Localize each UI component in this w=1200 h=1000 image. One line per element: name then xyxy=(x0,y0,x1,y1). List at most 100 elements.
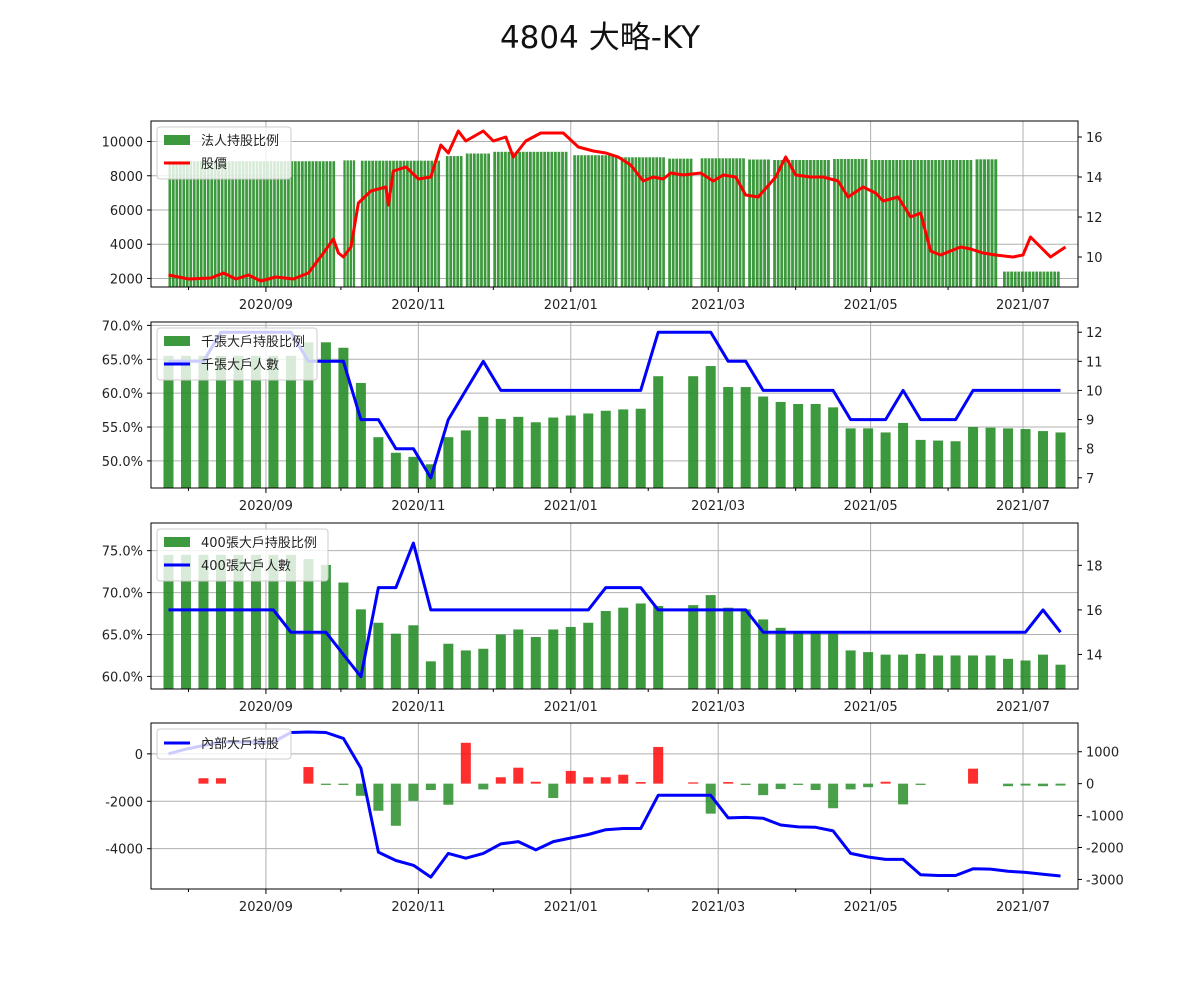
bar xyxy=(478,416,489,488)
bar xyxy=(408,456,419,488)
bar xyxy=(648,157,652,287)
bar xyxy=(600,611,611,689)
bar xyxy=(923,160,927,287)
bar xyxy=(478,783,489,790)
bar xyxy=(748,159,752,287)
left-axis-insider: -4000 -2000 0 xyxy=(105,748,151,858)
bar xyxy=(580,155,583,287)
bar xyxy=(951,160,955,287)
bar xyxy=(513,767,524,784)
bar xyxy=(775,401,786,488)
bar xyxy=(635,603,646,689)
bar xyxy=(686,158,689,287)
bar xyxy=(565,415,576,488)
bar xyxy=(898,783,909,805)
bar xyxy=(840,158,843,287)
bar xyxy=(459,156,463,287)
bar xyxy=(740,609,751,689)
legend-label: 400張大戶持股比例 xyxy=(201,536,317,551)
y-tick-label: -4000 xyxy=(105,843,143,858)
x-tick-label: 2020/09 xyxy=(239,900,293,915)
bar xyxy=(979,159,983,287)
bar xyxy=(638,157,641,287)
bar xyxy=(723,782,734,784)
bar xyxy=(888,160,892,287)
bar xyxy=(590,155,594,287)
bar xyxy=(704,158,707,287)
bar xyxy=(983,159,986,287)
bar xyxy=(740,783,751,785)
bar xyxy=(810,631,821,689)
bar xyxy=(793,403,804,488)
x-tick-label: 2020/11 xyxy=(391,900,445,915)
bar xyxy=(215,778,226,784)
bar xyxy=(198,355,209,488)
bar xyxy=(1020,429,1031,488)
bar xyxy=(798,160,802,287)
bar xyxy=(791,160,794,287)
bar xyxy=(548,417,559,488)
bar xyxy=(416,160,420,287)
legend-label: 股價 xyxy=(201,157,227,172)
bar xyxy=(668,158,671,287)
bar xyxy=(425,661,436,689)
bar xyxy=(290,161,294,287)
right-axis-insider: -3000 -2000 -1000 0 1000 xyxy=(1078,746,1124,888)
bar xyxy=(898,654,909,689)
bar xyxy=(346,160,349,287)
bar xyxy=(1053,271,1057,287)
bar xyxy=(495,777,506,784)
bar xyxy=(269,161,273,287)
bar xyxy=(332,161,336,287)
bar xyxy=(705,783,716,814)
bar xyxy=(493,151,497,287)
bar xyxy=(880,781,891,784)
y-tick-label: 60.0% xyxy=(102,670,143,685)
bar xyxy=(836,158,840,287)
bar xyxy=(338,783,349,785)
bar xyxy=(635,782,646,784)
y-tick-label: 2000 xyxy=(110,272,143,287)
bar xyxy=(751,159,755,287)
bar xyxy=(437,160,441,287)
bar xyxy=(845,650,856,689)
bar xyxy=(443,643,454,689)
bar xyxy=(1003,271,1006,287)
bar xyxy=(891,160,895,287)
bar xyxy=(968,768,979,784)
x-axis-k1000: 2020/09 2020/11 2021/01 2021/03 2021/05 2021/… xyxy=(187,488,1050,514)
y2-tick-label: 14 xyxy=(1086,648,1103,663)
bar xyxy=(406,160,409,287)
x-tick-label: 2021/01 xyxy=(544,900,598,915)
bar xyxy=(758,396,769,488)
bar xyxy=(600,410,611,488)
bar xyxy=(539,151,543,287)
bar xyxy=(985,655,996,689)
y-tick-label: 60.0% xyxy=(102,387,143,402)
x-tick-label: 2020/09 xyxy=(239,499,293,514)
bar xyxy=(816,160,820,287)
bar xyxy=(268,355,279,488)
bar xyxy=(861,158,864,287)
axes-frame xyxy=(150,321,1079,489)
axes-frame xyxy=(150,120,1079,288)
bar xyxy=(163,554,174,689)
bar xyxy=(550,151,554,287)
bar xyxy=(969,160,973,287)
bar xyxy=(460,742,471,784)
x-tick-label: 2021/05 xyxy=(844,298,898,313)
axes-frame xyxy=(150,522,1079,690)
bar xyxy=(215,554,226,689)
bar xyxy=(283,161,287,287)
bar xyxy=(390,452,401,488)
bar xyxy=(775,627,786,689)
bar xyxy=(864,158,868,287)
bar xyxy=(328,161,332,287)
bar xyxy=(898,422,909,488)
bar xyxy=(870,160,874,287)
bar xyxy=(583,413,594,488)
bar xyxy=(1049,271,1053,287)
x-tick-label: 2020/11 xyxy=(391,700,445,715)
x-tick-label: 2021/05 xyxy=(844,499,898,514)
bar xyxy=(304,161,308,287)
